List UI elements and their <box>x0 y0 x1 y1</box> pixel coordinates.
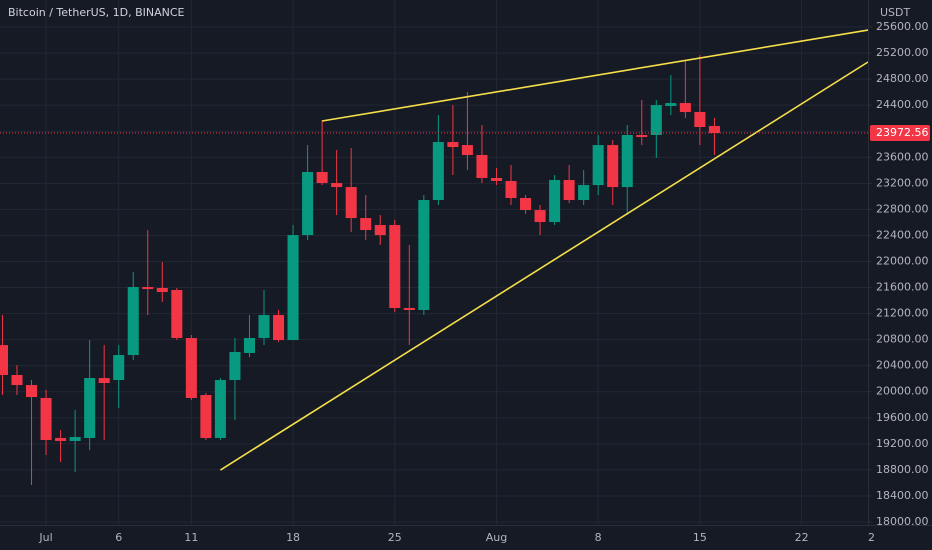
candle-body <box>258 315 270 339</box>
candle-body <box>490 177 502 181</box>
candle-body <box>447 142 459 147</box>
candle-body <box>142 287 154 290</box>
candle-body <box>331 183 343 188</box>
trend-line <box>321 29 869 122</box>
candle-body <box>636 135 648 138</box>
x-tick-label: 15 <box>693 531 707 544</box>
candle-body <box>113 355 125 381</box>
candle-body <box>316 172 328 184</box>
last-price-label: 23972.56 <box>876 126 929 139</box>
candle-body <box>520 197 532 211</box>
plot-area <box>0 29 869 486</box>
candle-body <box>650 105 662 136</box>
axes: 18000.00 18400.00 18800.00 19200.00 19600.00… <box>38 20 930 544</box>
y-tick-label: 18400.00 <box>876 489 929 502</box>
y-tick-label: 21600.00 <box>876 281 929 294</box>
y-tick-label: 18000.00 <box>876 515 929 528</box>
y-tick-label: 22800.00 <box>876 202 929 215</box>
y-tick-label: 20400.00 <box>876 359 929 372</box>
y-tick-label: 25600.00 <box>876 20 929 33</box>
candle-body <box>403 307 415 311</box>
candle-body <box>607 145 619 188</box>
candle-body <box>592 145 604 186</box>
candle-body <box>374 225 386 236</box>
y-tick-label: 20800.00 <box>876 333 929 346</box>
candle-body <box>84 378 96 438</box>
candle-body <box>55 437 67 441</box>
y-tick-label: 24400.00 <box>876 98 929 111</box>
last-price-box <box>870 125 930 142</box>
y-axis-label: USDT <box>880 6 911 19</box>
y-tick-label: 23600.00 <box>876 150 929 163</box>
candle-body <box>476 155 488 178</box>
candle-body <box>69 437 81 441</box>
candle-body <box>26 385 38 398</box>
candle-body <box>287 235 299 341</box>
y-tick-label: 18800.00 <box>876 463 929 476</box>
candle-body <box>273 315 285 341</box>
candle-body <box>461 145 473 156</box>
y-tick-label: 24800.00 <box>876 72 929 85</box>
candle-body <box>432 142 444 201</box>
candle-body <box>549 180 561 223</box>
chart-title: Bitcoin / TetherUS, 1D, BINANCE <box>8 6 185 19</box>
candle-body <box>0 345 8 376</box>
candle-body <box>229 352 241 381</box>
candle-body <box>694 112 706 128</box>
candle-body <box>621 135 633 188</box>
y-tick-label: 23200.00 <box>876 176 929 189</box>
x-tick-label: Aug <box>486 531 507 544</box>
candle-body <box>418 200 430 311</box>
candle-body <box>665 103 677 107</box>
y-tick-label: 19600.00 <box>876 411 929 424</box>
x-tick-label: 8 <box>595 531 602 544</box>
candle-body <box>345 187 357 219</box>
y-tick-label: 21200.00 <box>876 307 929 320</box>
candle-body <box>563 180 575 201</box>
candle-body <box>11 375 23 386</box>
candle-body <box>389 225 401 308</box>
y-tick-label: 22400.00 <box>876 228 929 241</box>
x-tick-label: 6 <box>115 531 122 544</box>
trend-line <box>219 61 869 471</box>
candle-body <box>185 338 197 398</box>
y-tick-label: 25200.00 <box>876 46 929 59</box>
candle-body <box>40 397 52 441</box>
x-tick-label: Jul <box>38 531 52 544</box>
candle-body <box>505 180 517 198</box>
candle-body <box>171 290 183 339</box>
candle-body <box>360 218 372 231</box>
candle-body <box>578 185 590 201</box>
candle-body <box>156 287 168 293</box>
x-tick-label: 25 <box>388 531 402 544</box>
candle-body <box>127 287 139 356</box>
x-tick-label: 11 <box>184 531 198 544</box>
candle-body <box>200 395 212 438</box>
y-tick-label: 20000.00 <box>876 385 929 398</box>
x-tick-label: 18 <box>286 531 300 544</box>
candle-body <box>98 378 110 384</box>
x-tick-label: 22 <box>795 531 809 544</box>
y-tick-label: 22000.00 <box>876 254 929 267</box>
candle-body <box>302 172 314 236</box>
y-tick-label: 19200.00 <box>876 437 929 450</box>
x-tick-label: 2 <box>868 531 875 544</box>
candle-body <box>243 338 255 353</box>
candle-body <box>679 103 691 113</box>
candle-body <box>534 210 546 223</box>
candle-body <box>708 126 720 134</box>
candle-body <box>214 380 226 438</box>
